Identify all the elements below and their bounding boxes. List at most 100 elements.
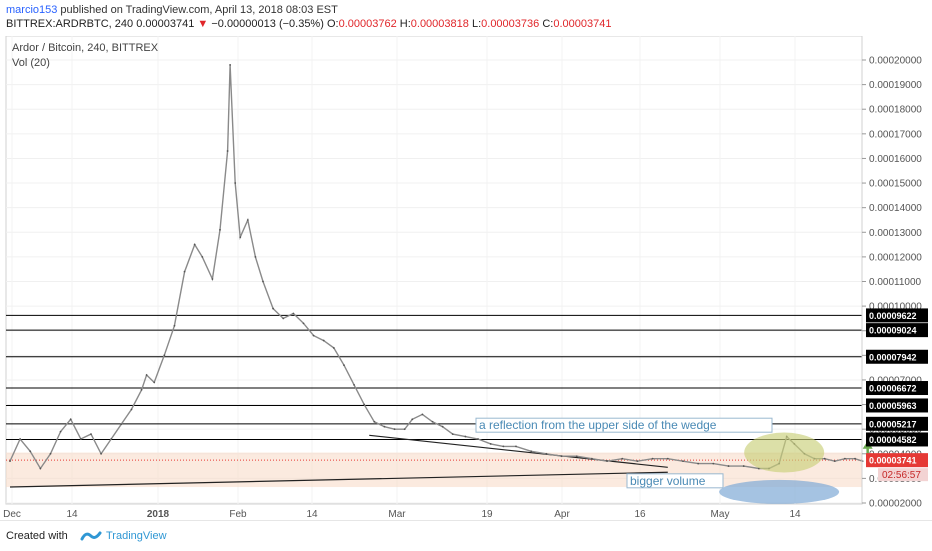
price-point (229, 64, 232, 66)
volume-band (6, 452, 862, 488)
last-price: 0.00003741 (136, 18, 195, 30)
price-point (19, 438, 22, 440)
price-point (441, 425, 444, 428)
price-point (246, 219, 249, 221)
price-point (262, 280, 264, 283)
price-point (145, 374, 148, 376)
price-point (606, 460, 608, 463)
price-point (502, 445, 505, 448)
price-point (545, 452, 548, 455)
price-point (312, 334, 315, 337)
level-box (866, 308, 928, 323)
author-link[interactable]: marcio153 (6, 4, 58, 16)
price-point (120, 423, 123, 426)
price-point (666, 457, 669, 460)
price-change: −0.00000013 (−0.35%) (211, 18, 324, 30)
price-chart[interactable]: a reflection from the upper side of the … (0, 36, 932, 520)
price-point (353, 383, 355, 386)
low-label: L: (471, 18, 482, 30)
price-point (163, 354, 166, 357)
published-text: published on TradingView.com, April 13, … (60, 4, 338, 16)
level-label: 0.00005217 (869, 419, 917, 429)
price-point (59, 430, 62, 433)
close-label: C: (542, 18, 554, 30)
price-point (226, 150, 229, 152)
price-point (403, 428, 406, 431)
price-point (727, 465, 730, 467)
price-point (742, 465, 745, 467)
volume-ellipse (719, 479, 840, 504)
chart-legend-title: Ardor / Bitcoin, 240, BITTREX (12, 42, 159, 54)
support-resistance-lines (6, 314, 862, 461)
price-point (183, 270, 186, 273)
level-label: 0.00009622 (869, 311, 917, 321)
price-point (292, 312, 295, 315)
close-value: 0.00003741 (553, 18, 612, 30)
y-tick-label: 0.00016000 (869, 154, 922, 165)
price-point (130, 408, 133, 411)
price-point (110, 438, 113, 440)
price-point (431, 420, 434, 423)
price-point (193, 243, 196, 246)
price-point (530, 450, 533, 453)
price-point (39, 467, 42, 470)
price-point (211, 278, 214, 280)
price-point (451, 433, 454, 435)
x-tick-label: Mar (388, 509, 406, 520)
x-tick-label: 14 (306, 509, 318, 520)
plot-area[interactable] (5, 36, 863, 505)
price-point (90, 433, 92, 435)
price-point (383, 425, 386, 428)
current-price-label: 0.00003741 (869, 456, 917, 466)
current-price-box (866, 453, 928, 468)
y-tick-label: 0.00007000 (869, 375, 922, 386)
annotation-volume: bigger volume (630, 474, 706, 488)
price-point (682, 460, 684, 463)
annotation-box (475, 417, 773, 433)
price-point (322, 339, 325, 342)
price-point (489, 443, 492, 445)
price-point (343, 364, 345, 367)
price-point (411, 418, 414, 421)
price-point (651, 457, 654, 460)
x-tick-label: 2018 (147, 509, 170, 520)
price-point (79, 438, 82, 440)
tradingview-brand[interactable]: TradingView (106, 530, 167, 542)
y-tick-label: 0.00014000 (869, 203, 922, 214)
price-point (854, 457, 856, 460)
price-point (393, 428, 396, 431)
level-box (866, 323, 928, 338)
level-box (866, 381, 928, 396)
time-axis[interactable]: Dec 14 2018 Feb 14 Mar 19 Apr 16 May 14 (3, 509, 801, 520)
price-point (69, 418, 72, 421)
price-point (636, 460, 639, 463)
level-box (866, 416, 928, 431)
y-tick-label: 0.00020000 (869, 56, 922, 67)
volume-legend: Vol (20) (12, 57, 50, 69)
price-point (712, 462, 715, 465)
tradingview-logo-icon[interactable] (80, 529, 102, 543)
x-tick-label: 14 (789, 509, 801, 520)
price-point (575, 455, 578, 458)
price-point (621, 457, 624, 460)
price-point (201, 255, 204, 258)
y-tick-label: 0.00019000 (869, 80, 922, 91)
price-point (833, 460, 836, 463)
wedge-upper-line (369, 434, 668, 468)
footer: Created with TradingView (0, 520, 932, 551)
price-point (140, 388, 143, 391)
level-label: 0.00005963 (869, 401, 917, 411)
created-with-text: Created with (6, 530, 68, 542)
price-point (421, 413, 424, 416)
price-point (153, 381, 156, 384)
annotation-reflection: a reflection from the upper side of the … (479, 418, 717, 432)
price-point (844, 457, 846, 460)
price-point (697, 462, 700, 465)
price-point (29, 450, 32, 453)
open-value: 0.00003762 (338, 18, 397, 30)
wedge-lower-line (9, 471, 668, 488)
price-point (823, 457, 826, 460)
reflection-ellipse (744, 432, 825, 473)
annotations: a reflection from the upper side of the … (475, 417, 773, 489)
x-tick-label: Apr (554, 509, 570, 520)
